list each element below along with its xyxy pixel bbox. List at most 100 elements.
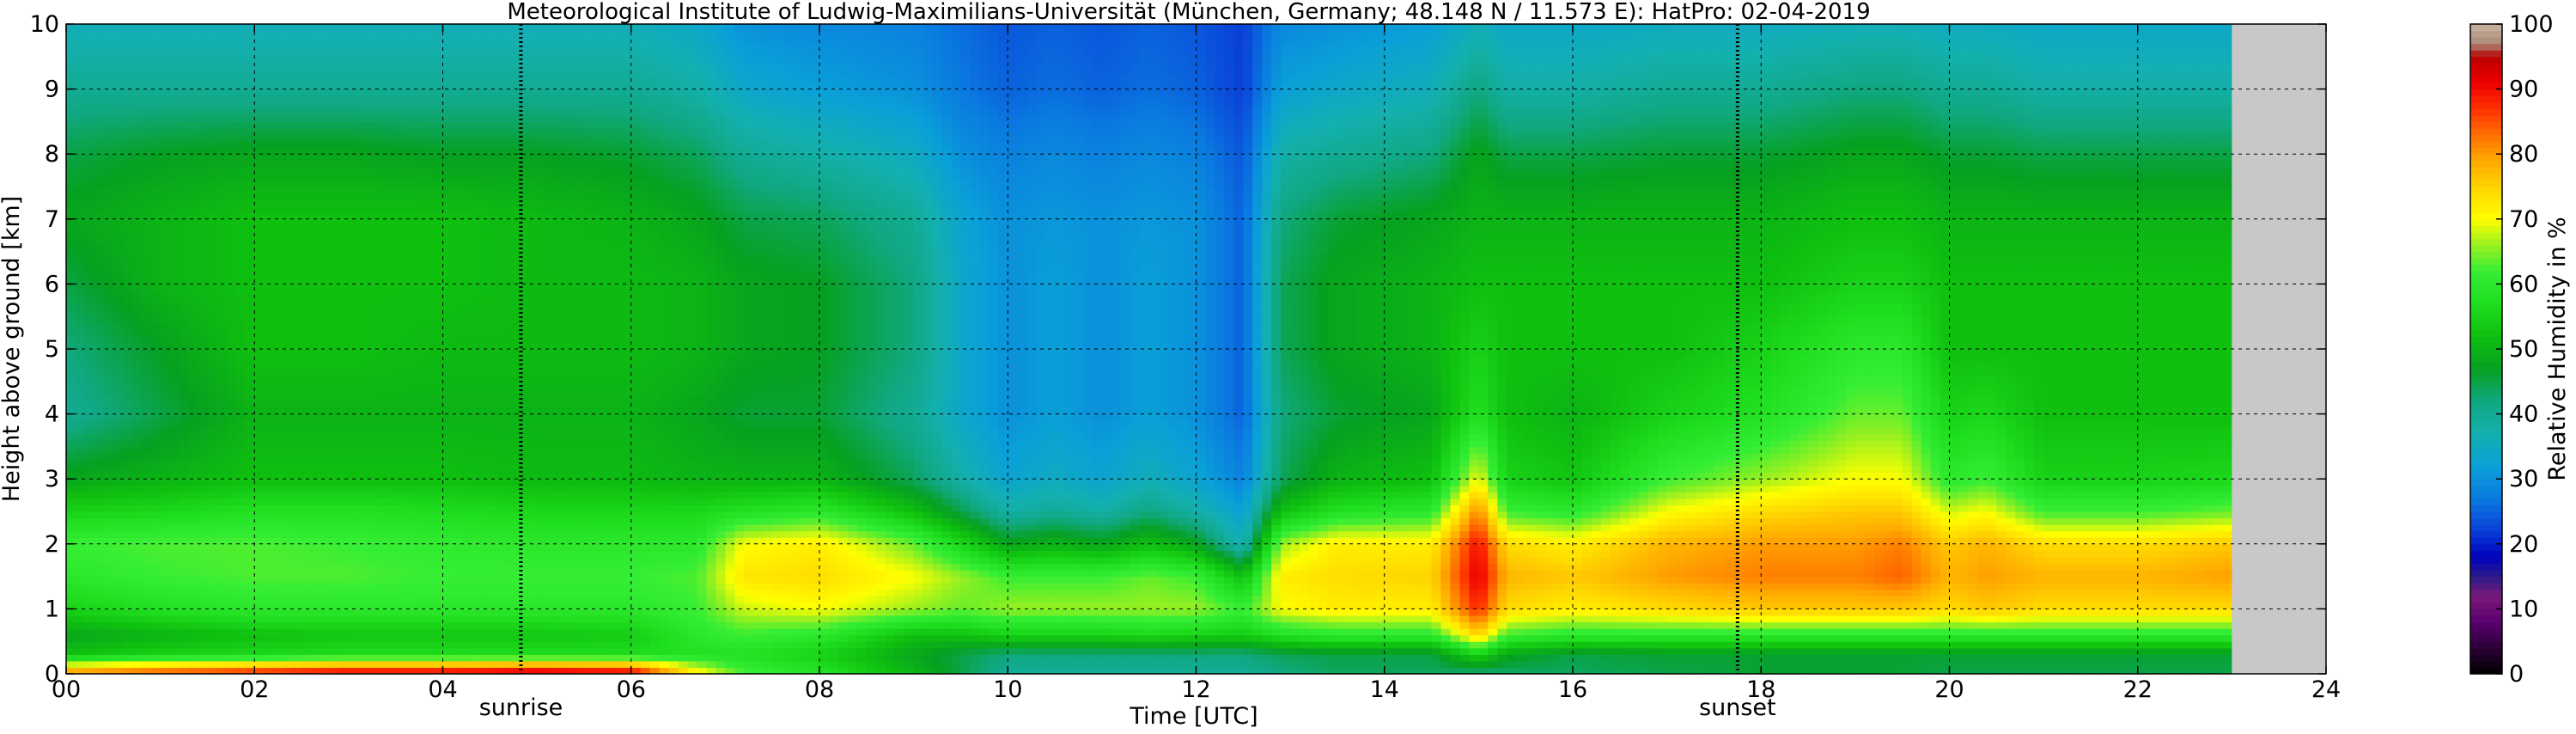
heatmap-cell [131, 342, 143, 350]
heatmap-cell [480, 180, 490, 187]
heatmap-cell [188, 543, 199, 551]
heatmap-cell [518, 134, 528, 142]
heatmap-cell [414, 426, 425, 434]
heatmap-cell [245, 628, 255, 636]
heatmap-cell [94, 37, 105, 45]
heatmap-cell [94, 30, 105, 38]
heatmap-cell [207, 316, 217, 324]
heatmap-cell [433, 647, 444, 655]
heatmap-cell [405, 576, 416, 584]
heatmap-cell [84, 342, 95, 350]
heatmap-cell [198, 121, 209, 129]
heatmap-cell [94, 401, 105, 408]
heatmap-cell [216, 76, 227, 83]
heatmap-cell [348, 446, 359, 454]
heatmap-cell [395, 517, 406, 525]
heatmap-cell [160, 452, 171, 461]
heatmap-cell [499, 492, 509, 499]
heatmap-cell [386, 251, 397, 259]
heatmap-cell [442, 498, 454, 506]
heatmap-cell [254, 492, 265, 499]
heatmap-cell [480, 316, 490, 324]
heatmap-cell [141, 355, 152, 363]
heatmap-cell [283, 199, 293, 207]
heatmap-cell [292, 218, 302, 226]
heatmap-cell [433, 570, 444, 578]
heatmap-cell [226, 180, 236, 187]
heatmap-cell [442, 251, 454, 259]
heatmap-cell [452, 615, 463, 623]
heatmap-cell [84, 30, 95, 38]
heatmap-cell [198, 30, 209, 38]
heatmap-cell [338, 284, 350, 291]
heatmap-cell [169, 420, 180, 428]
heatmap-cell [480, 641, 490, 649]
heatmap-cell [338, 199, 350, 207]
heatmap-cell [264, 127, 274, 136]
heatmap-cell [179, 342, 190, 350]
heatmap-cell [405, 309, 416, 317]
heatmap-cell [264, 583, 274, 590]
heatmap-cell [254, 297, 265, 304]
heatmap-cell [94, 446, 105, 454]
heatmap-cell [169, 187, 180, 194]
heatmap-cell [367, 212, 378, 220]
heatmap-cell [480, 193, 490, 200]
heatmap-cell [357, 335, 368, 344]
heatmap-cell [122, 30, 133, 38]
heatmap-cell [283, 641, 293, 649]
heatmap-cell [226, 459, 236, 467]
heatmap-cell [423, 550, 435, 558]
heatmap-cell [66, 218, 76, 226]
heatmap-cell [292, 43, 302, 51]
heatmap-cell [499, 108, 509, 116]
heatmap-cell [301, 290, 312, 298]
heatmap-cell [348, 290, 359, 298]
heatmap-cell [103, 563, 114, 571]
heatmap-cell [518, 101, 528, 109]
heatmap-cell [207, 225, 217, 233]
heatmap-cell [433, 388, 444, 395]
heatmap-cell [169, 394, 180, 402]
heatmap-cell [320, 452, 331, 461]
heatmap-cell [113, 362, 124, 370]
heatmap-cell [311, 550, 321, 558]
heatmap-cell [480, 498, 490, 506]
heatmap-cell [348, 303, 359, 311]
heatmap-cell [527, 218, 538, 226]
heatmap-cell [179, 466, 190, 474]
heatmap-cell [207, 30, 217, 38]
heatmap-cell [150, 524, 161, 532]
heatmap-cell [122, 466, 133, 474]
heatmap-cell [490, 452, 500, 461]
heatmap-cell [94, 173, 105, 181]
heatmap-cell [423, 24, 435, 32]
heatmap-cell [113, 329, 124, 337]
heatmap-cell [527, 101, 538, 109]
heatmap-cell [357, 394, 368, 402]
heatmap-cell [320, 238, 331, 246]
heatmap-cell [94, 245, 105, 253]
heatmap-cell [254, 596, 265, 603]
heatmap-cell [405, 583, 416, 590]
heatmap-cell [320, 459, 331, 467]
heatmap-cell [527, 570, 538, 578]
heatmap-cell [75, 154, 86, 162]
heatmap-cell [442, 114, 454, 122]
heatmap-cell [150, 596, 161, 603]
heatmap-cell [357, 563, 368, 571]
heatmap-cell [94, 433, 105, 441]
heatmap-cell [480, 602, 490, 609]
heatmap-cell [141, 290, 152, 298]
heatmap-cell [338, 309, 350, 317]
heatmap-cell [518, 271, 528, 278]
heatmap-cell [386, 609, 397, 616]
heatmap-cell [283, 309, 293, 317]
heatmap-cell [131, 205, 143, 213]
heatmap-cell [311, 530, 321, 538]
heatmap-cell [442, 50, 454, 58]
heatmap-cell [198, 362, 209, 370]
heatmap-cell [527, 141, 538, 149]
heatmap-cell [216, 56, 227, 64]
heatmap-cell [264, 634, 274, 642]
